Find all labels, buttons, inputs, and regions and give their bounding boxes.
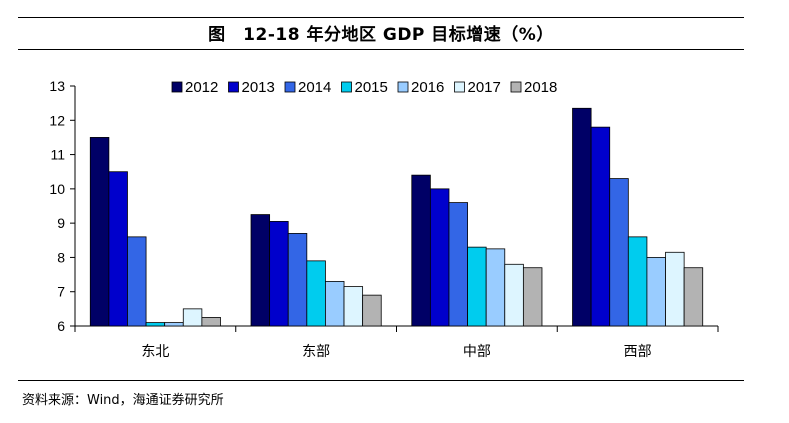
x-category-label: 东北 [141, 344, 169, 360]
bar-2013-东部 [269, 221, 289, 327]
bar-2012-中部 [411, 174, 431, 327]
y-tick-label: 8 [57, 249, 65, 265]
legend-swatch [454, 81, 465, 93]
legend-swatch [228, 81, 239, 93]
bar-2015-东北 [145, 322, 166, 327]
bar-2018-东北 [201, 317, 221, 327]
legend-label: 2018 [524, 79, 557, 96]
chart-title: 图 12-18 年分地区 GDP 目标增速（%） [208, 25, 554, 45]
bar-2015-西部 [627, 236, 648, 327]
legend-label: 2013 [242, 79, 275, 96]
bar-2016-中部 [485, 248, 506, 327]
bar-2013-中部 [429, 188, 450, 327]
bar-2016-东部 [325, 281, 345, 327]
legend-swatch [397, 81, 409, 93]
bar-2013-西部 [590, 126, 611, 327]
title-rule-bottom [18, 49, 744, 50]
bar-2012-东北 [89, 137, 110, 327]
source-note: 资料来源：Wind，海通证券研究所 [22, 393, 224, 408]
legend-swatch [171, 81, 183, 93]
legend-label: 2016 [411, 79, 444, 96]
bar-2014-东北 [127, 236, 147, 327]
legend-swatch [341, 81, 352, 93]
bar-2015-东部 [306, 260, 326, 327]
y-tick-label: 9 [57, 215, 65, 231]
y-tick-label: 11 [50, 147, 65, 163]
title-rule-top [18, 17, 744, 18]
source-rule [18, 380, 744, 381]
bar-2014-东部 [287, 233, 308, 327]
legend-swatch [510, 81, 522, 93]
legend-label: 2014 [298, 79, 331, 96]
bar-2013-东北 [108, 171, 128, 327]
bar-2017-东部 [343, 286, 364, 327]
legend-swatch [284, 81, 296, 93]
bar-2016-西部 [646, 257, 666, 327]
bar-2014-中部 [448, 202, 468, 327]
bar-2012-东部 [250, 214, 271, 327]
x-category-label: 西部 [624, 344, 652, 360]
y-tick-label: 6 [57, 318, 65, 334]
bar-2015-中部 [467, 246, 487, 327]
bar-2017-西部 [665, 251, 685, 327]
legend-label: 2017 [468, 79, 501, 96]
bar-2018-东部 [362, 294, 382, 327]
x-category-label: 中部 [463, 344, 491, 360]
y-tick-label: 10 [49, 181, 65, 197]
y-tick-label: 7 [57, 284, 65, 300]
bar-2018-中部 [522, 267, 543, 327]
y-tick-label: 12 [49, 112, 65, 128]
bar-2018-西部 [683, 267, 704, 327]
bar-2014-西部 [609, 178, 629, 327]
y-tick-label: 13 [49, 78, 65, 94]
legend-label: 2012 [185, 79, 218, 96]
legend-label: 2015 [355, 79, 388, 96]
bar-2017-中部 [504, 263, 524, 327]
bar-2017-东北 [182, 308, 203, 327]
bar-2012-西部 [572, 107, 592, 327]
x-category-label: 东部 [302, 344, 330, 360]
bar-2016-东北 [164, 322, 184, 327]
